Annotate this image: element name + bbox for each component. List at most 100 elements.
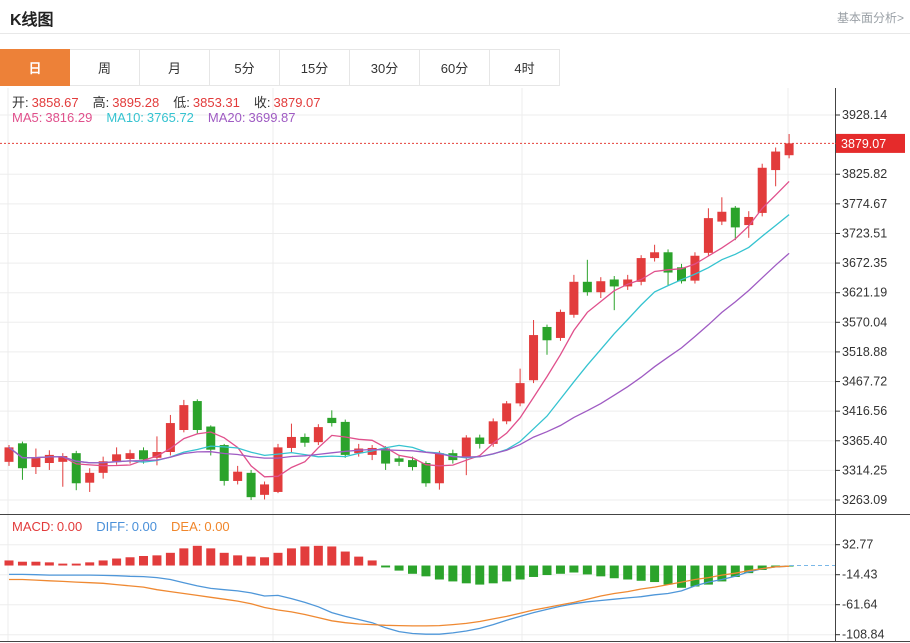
candle (515, 368, 525, 407)
candle (717, 197, 727, 226)
quote-dea-label: DEA: (171, 519, 202, 534)
quote-diff-label: DIFF: (96, 519, 129, 534)
candle (71, 450, 81, 491)
svg-text:3879.07: 3879.07 (841, 137, 886, 151)
tab-month[interactable]: 月 (140, 49, 210, 86)
candle (98, 456, 108, 479)
axis-tick-label: 3774.67 (842, 197, 887, 211)
candle (744, 211, 754, 238)
candle (112, 447, 122, 465)
candle (582, 259, 592, 296)
tab-60min[interactable]: 60分 (420, 49, 490, 86)
macd-bar (44, 562, 54, 566)
candle (408, 456, 417, 471)
candle (31, 448, 41, 475)
ma20-line (8, 252, 790, 464)
quote-close-value: 3879.07 (273, 95, 321, 110)
macd-bar (206, 548, 216, 566)
candle (757, 163, 767, 217)
macd-bar (98, 560, 108, 566)
ma5-line (8, 180, 790, 478)
quote-low-label: 低: (173, 95, 190, 110)
gridlines (0, 88, 835, 641)
quote-close-label: 收: (253, 95, 271, 110)
candle (784, 134, 794, 159)
candle (677, 263, 686, 284)
candle (636, 255, 646, 286)
axis-tick-label: -14.43 (842, 568, 877, 582)
axis-tick-label: 3621.19 (842, 286, 887, 300)
candle (125, 449, 135, 464)
quote-low: 低: 3853.31 (173, 95, 240, 110)
quote-high: 高: 3895.28 (93, 95, 160, 110)
candle (152, 436, 162, 466)
macd-bar (367, 560, 377, 566)
candle (354, 443, 364, 457)
macd-bar (448, 565, 458, 582)
macd-bar (340, 551, 350, 566)
quote-high-label: 高: (92, 95, 110, 110)
macd-bar (555, 565, 565, 574)
candle (273, 443, 283, 494)
candle (246, 469, 256, 501)
quote-open-label: 开: (12, 95, 29, 110)
tab-4hour[interactable]: 4时 (490, 49, 560, 86)
candle (461, 435, 471, 476)
macd-bar (286, 548, 296, 566)
tab-30min[interactable]: 30分 (350, 49, 420, 86)
macd-bar (58, 563, 68, 566)
current-price-badge: 3879.07 (835, 133, 905, 153)
macd-bar (757, 565, 767, 570)
macd-bar (219, 552, 229, 566)
macd-bar (300, 546, 310, 566)
fundamental-analysis-link[interactable]: 基本面分析> (836, 11, 904, 25)
quote-ma20-value: 3699.87 (248, 110, 296, 125)
quote-dea-value: 0.00 (204, 519, 230, 534)
candle (529, 320, 539, 384)
candle (367, 445, 377, 461)
macd-bar (434, 565, 444, 580)
macd-bar (408, 565, 417, 574)
candle (502, 401, 512, 425)
candle (542, 324, 552, 355)
axis-tick-label: -108.84 (842, 628, 884, 642)
candle (206, 425, 216, 456)
macd-bar (475, 565, 485, 585)
macd-bar (609, 565, 619, 579)
macd-bar (179, 548, 189, 566)
macd-bar (71, 563, 81, 566)
tab-15min[interactable]: 15分 (280, 49, 350, 86)
candle (663, 249, 673, 286)
price-axis-labels: 3928.14 3825.82 3774.67 3723.51 3672.35 3621.… (835, 108, 887, 642)
macd-bar (703, 565, 713, 585)
candle (44, 450, 54, 470)
candle (596, 277, 606, 299)
axis-tick-label: 3928.14 (842, 108, 887, 122)
candle (192, 399, 202, 434)
candle (394, 454, 404, 466)
candle (340, 419, 350, 458)
quote-macd-label: MACD: (12, 519, 54, 534)
candle (690, 252, 700, 284)
candlestick-series (4, 134, 794, 501)
candle (381, 446, 391, 470)
page-title: K线图 (10, 12, 54, 29)
tab-week[interactable]: 周 (70, 49, 140, 86)
macd-bar (488, 565, 498, 584)
axis-tick-label: 3365.40 (842, 434, 887, 448)
macd-bar (233, 555, 243, 566)
macd-bar (139, 555, 148, 566)
quote-open: 开: 3858.67 (12, 95, 79, 110)
axis-tick-label: 32.77 (842, 538, 873, 552)
macd-bar (246, 556, 256, 566)
candle (703, 208, 713, 257)
macd-bar (636, 565, 646, 581)
macd-bar (663, 565, 673, 585)
macd-bar (327, 546, 337, 566)
macd-bar (273, 552, 283, 566)
candle (17, 441, 27, 480)
tab-day[interactable]: 日 (0, 49, 70, 86)
axis-tick-label: 3467.72 (842, 375, 887, 389)
tab-5min[interactable]: 5分 (210, 49, 280, 86)
candle (623, 274, 633, 290)
